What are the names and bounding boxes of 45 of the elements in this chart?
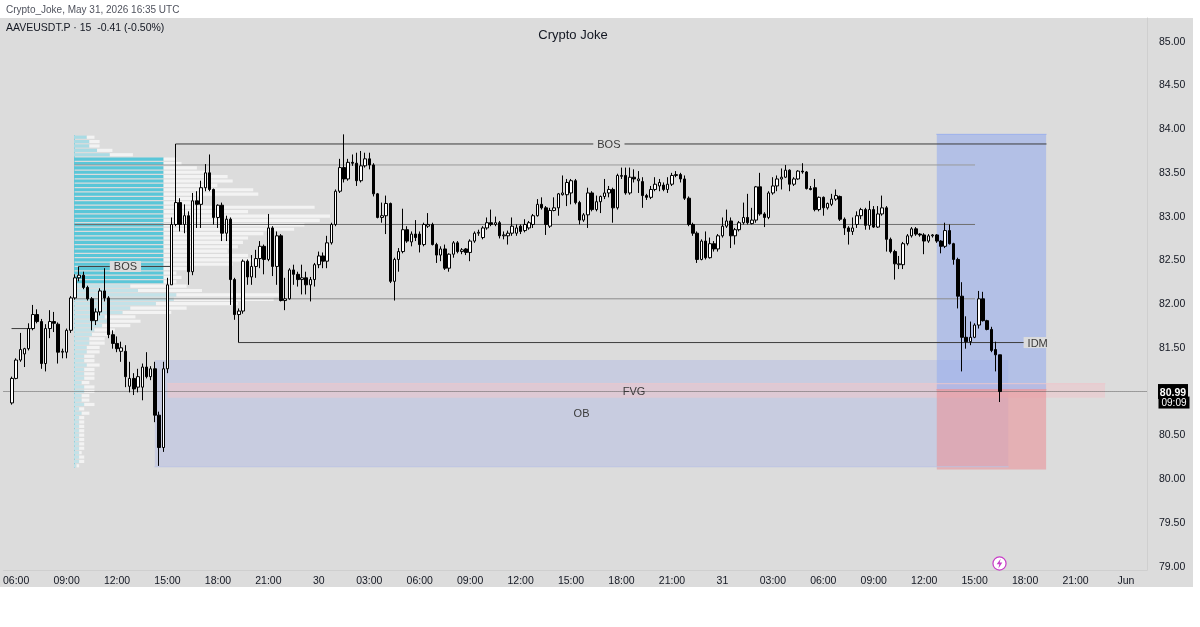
x-tick-label: 09:00: [457, 573, 484, 586]
text: 09:09: [1161, 397, 1187, 409]
x-tick-label: 06:00: [810, 573, 837, 586]
x-tick-label: 03:00: [759, 573, 787, 586]
y-tick-label: 84.50: [1159, 78, 1186, 91]
x-tick-label: 12:00: [507, 573, 534, 586]
annotation: BOS: [597, 137, 621, 150]
text: Crypto_Joke, May 31, 2026 16:35 UTC: [6, 3, 180, 15]
x-tick-label: 18:00: [1011, 573, 1039, 586]
x-tick-label: 09:00: [53, 573, 80, 586]
x-tick-label: 30: [312, 573, 325, 586]
y-tick-label: 85.00: [1159, 34, 1186, 47]
annotation: BOS: [113, 260, 138, 273]
x-tick-label: 15:00: [154, 573, 181, 586]
y-tick-label: 79.50: [1159, 515, 1186, 528]
x-tick-label: 21:00: [1062, 573, 1089, 586]
y-tick-label: 80.50: [1159, 428, 1186, 441]
x-tick-label: 06:00: [3, 573, 30, 586]
ref-line-label: 80.99: [1159, 385, 1187, 398]
x-tick-label: 15:00: [961, 573, 988, 586]
y-tick-label: 83.50: [1159, 165, 1186, 178]
x-tick-label: 18:00: [204, 573, 232, 586]
y-tick-label: 82.00: [1159, 297, 1186, 310]
chart-subtitle: AAVEUSDT.P · 15 -0.41 (-0.50%): [6, 20, 165, 33]
annotation: FVG: [622, 384, 646, 397]
x-tick-label: 12:00: [911, 573, 938, 586]
y-tick-label: 81.50: [1159, 340, 1186, 353]
x-tick-label: 21:00: [255, 573, 282, 586]
x-tick-label: 15:00: [557, 573, 585, 586]
y-tick-label: 80.00: [1159, 472, 1186, 485]
x-tick-label: Jun: [1117, 573, 1135, 586]
text: Crypto Joke: [538, 27, 608, 42]
x-tick-label: 03:00: [356, 573, 383, 586]
x-tick-label: 31: [716, 573, 729, 586]
annotation: OB: [573, 407, 590, 420]
x-tick-label: 21:00: [658, 573, 686, 586]
y-tick-label: 82.50: [1159, 253, 1186, 266]
x-tick-label: 18:00: [608, 573, 635, 586]
x-tick-label: 12:00: [103, 573, 131, 586]
annotation: IDM: [1027, 336, 1048, 349]
y-tick-label: 84.00: [1159, 122, 1186, 135]
x-tick-label: 09:00: [860, 573, 888, 586]
y-tick-label: 83.00: [1159, 209, 1186, 222]
y-tick-label: 79.00: [1159, 559, 1186, 572]
x-tick-label: 06:00: [406, 573, 434, 586]
